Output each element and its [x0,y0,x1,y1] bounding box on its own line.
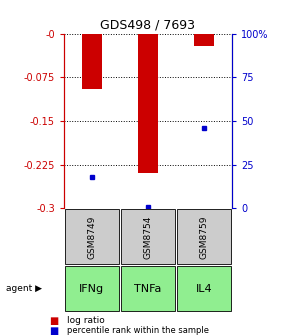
Text: GSM8754: GSM8754 [143,215,153,259]
Text: IL4: IL4 [196,284,212,294]
Text: log ratio: log ratio [67,317,104,325]
Text: percentile rank within the sample: percentile rank within the sample [67,327,209,335]
Text: agent ▶: agent ▶ [6,285,42,293]
Text: ■: ■ [49,316,59,326]
Text: GSM8759: GSM8759 [200,215,209,259]
Bar [138,34,158,173]
Text: TNFa: TNFa [134,284,162,294]
Bar [194,34,214,46]
Title: GDS498 / 7693: GDS498 / 7693 [100,18,195,31]
Text: GSM8749: GSM8749 [87,215,96,259]
Text: ■: ■ [49,326,59,336]
Bar [82,34,102,89]
Text: IFNg: IFNg [79,284,104,294]
